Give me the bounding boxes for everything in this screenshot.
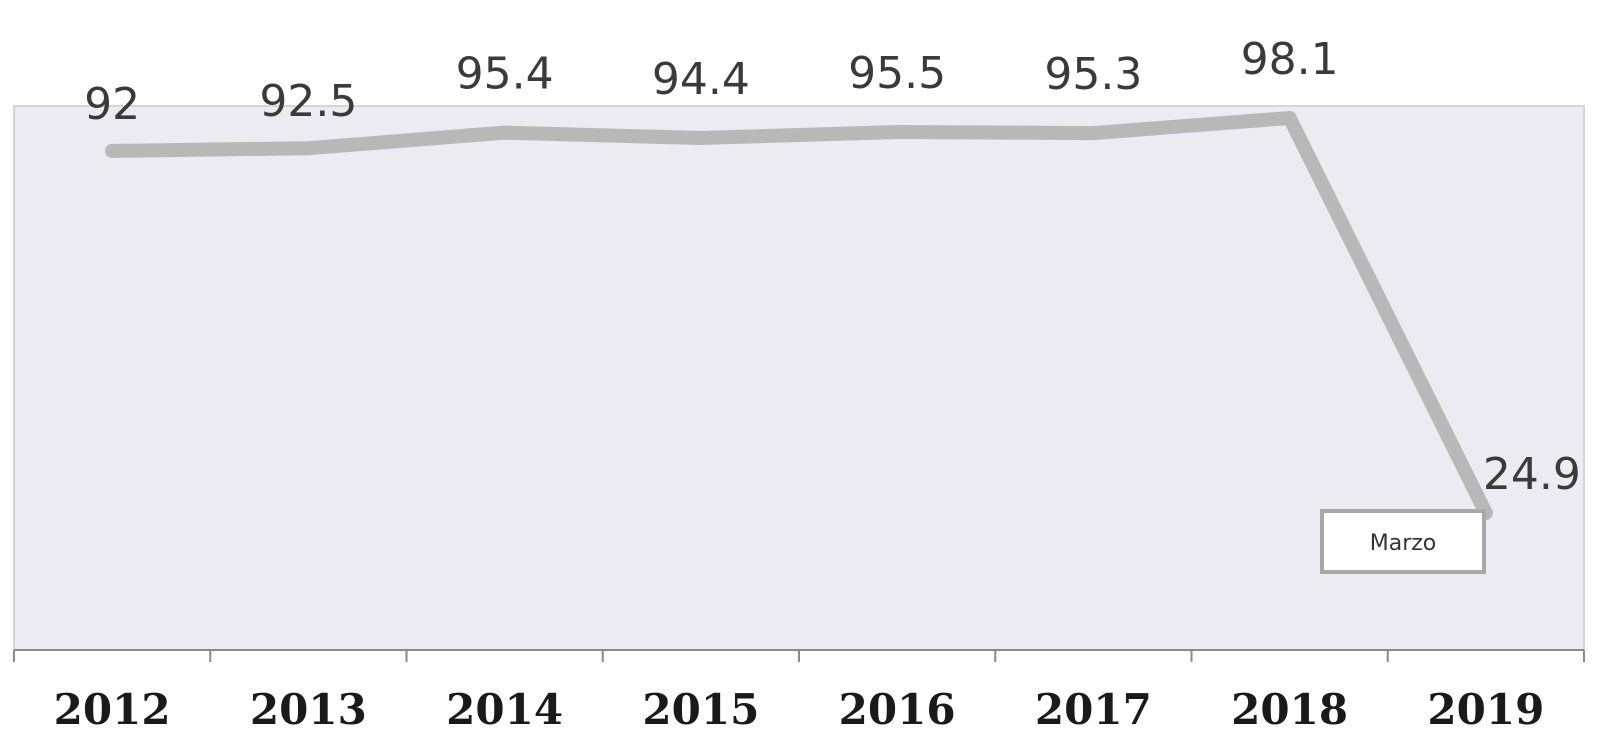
x-tick-labels: 2012 2013 2014 2015 2016 2017 2018 2019 <box>54 685 1545 734</box>
x-tick-label-2014: 2014 <box>446 685 563 734</box>
data-label-2016: 95.5 <box>848 48 946 99</box>
data-point-2012 <box>105 143 120 158</box>
x-axis-ticks <box>13 650 1585 662</box>
data-points <box>105 111 1493 520</box>
data-point-2018 <box>1282 111 1297 125</box>
data-point-2017 <box>1086 126 1101 141</box>
annotation-text: Marzo <box>1370 531 1437 556</box>
data-labels: 92 92.5 95.4 94.4 95.5 95.3 98.1 24.9 <box>84 34 1581 500</box>
x-tick-label-2013: 2013 <box>250 685 367 734</box>
series-line <box>105 111 1493 520</box>
annotation-box: Marzo <box>1320 509 1486 574</box>
data-label-2014: 95.4 <box>456 49 554 100</box>
data-label-2017: 95.3 <box>1044 49 1142 100</box>
x-tick-label-2015: 2015 <box>642 685 759 734</box>
x-tick-label-2017: 2017 <box>1035 685 1152 734</box>
x-tick-label-2016: 2016 <box>839 685 956 734</box>
data-point-2014 <box>497 125 512 140</box>
data-label-2013: 92.5 <box>259 76 357 127</box>
x-tick-label-2018: 2018 <box>1231 685 1348 734</box>
data-label-2018: 98.1 <box>1241 34 1339 85</box>
data-label-2019: 24.9 <box>1483 449 1581 500</box>
x-tick-label-2019: 2019 <box>1427 685 1544 734</box>
data-point-2015 <box>693 130 708 145</box>
annotation-frame <box>1320 509 1486 574</box>
data-label-2015: 94.4 <box>652 54 750 105</box>
data-label-2012: 92 <box>84 79 140 130</box>
data-point-2016 <box>890 125 905 140</box>
x-tick-label-2012: 2012 <box>54 685 171 734</box>
data-point-2013 <box>301 141 316 156</box>
